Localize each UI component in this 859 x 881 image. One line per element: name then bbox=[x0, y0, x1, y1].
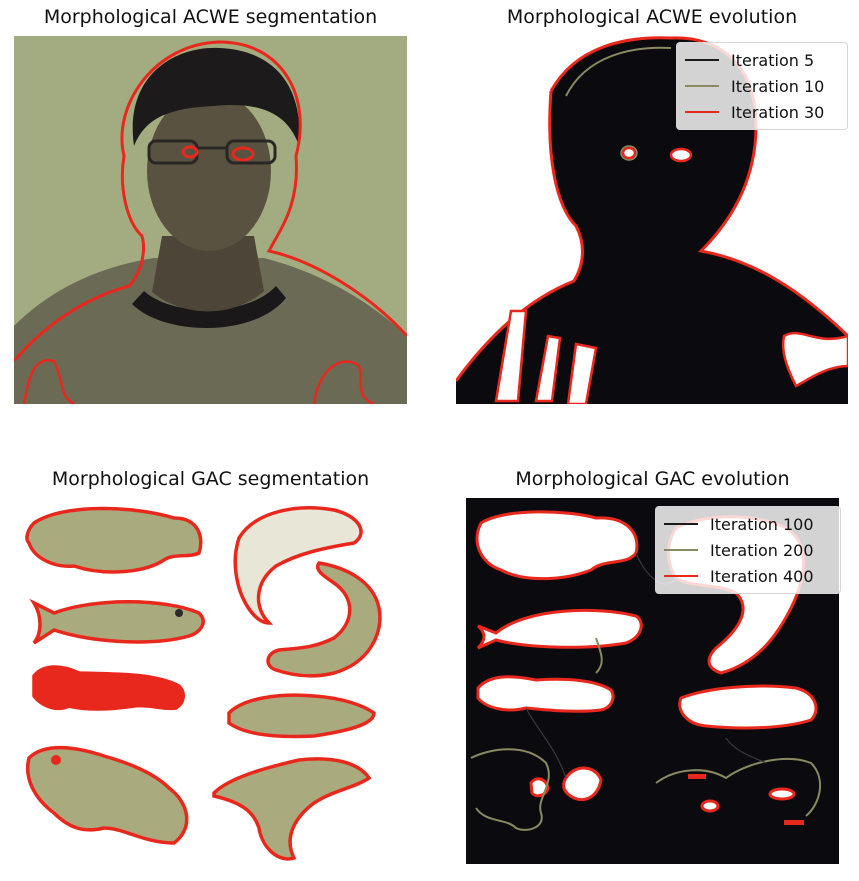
gac-fragment bbox=[784, 820, 804, 825]
legend-label: Iteration 100 bbox=[710, 514, 814, 534]
acwe-contour bbox=[14, 40, 407, 362]
fish-4 bbox=[26, 745, 189, 845]
legend-swatch bbox=[664, 575, 698, 577]
legend-swatch bbox=[685, 111, 719, 113]
fish-1 bbox=[25, 506, 203, 574]
acwe-evolution-legend: Iteration 5 Iteration 10 Iteration 30 bbox=[676, 42, 848, 130]
gac-fragment bbox=[688, 774, 706, 779]
fish-eye bbox=[51, 755, 61, 765]
legend-swatch bbox=[685, 85, 719, 87]
gac-segmentation-title: Morphological GAC segmentation bbox=[51, 468, 370, 490]
legend-swatch bbox=[685, 59, 719, 61]
legend-entry: Iteration 10 bbox=[685, 73, 839, 99]
fish-eye bbox=[175, 609, 183, 617]
gac-iteration-200-contour bbox=[470, 637, 822, 831]
legend-entry: Iteration 200 bbox=[664, 537, 832, 563]
legend-entry: Iteration 400 bbox=[664, 563, 832, 589]
gac-region-6 bbox=[562, 766, 603, 802]
gac-evolution-legend: Iteration 100 Iteration 200 Iteration 40… bbox=[655, 506, 841, 594]
collar bbox=[132, 286, 286, 329]
gac-fragment bbox=[700, 799, 720, 813]
hair bbox=[132, 47, 300, 146]
white-shirt-streak-3 bbox=[566, 342, 598, 404]
gac-region-3 bbox=[476, 608, 643, 650]
acwe-iteration-10-contour bbox=[565, 46, 672, 97]
legend-entry: Iteration 100 bbox=[664, 511, 832, 537]
acwe-contour-shirt-right bbox=[312, 360, 375, 404]
eye-contour-right bbox=[231, 146, 255, 162]
white-shirt-streak-1 bbox=[494, 309, 528, 403]
fish-5 bbox=[233, 506, 363, 625]
legend-swatch bbox=[664, 523, 698, 525]
gac-fragment bbox=[768, 787, 796, 801]
face bbox=[147, 91, 271, 251]
fish-3 bbox=[32, 665, 185, 711]
white-shirt-right bbox=[781, 331, 848, 388]
fish-7 bbox=[227, 693, 376, 739]
white-shirt-streak-2 bbox=[534, 334, 562, 403]
fish-2 bbox=[29, 598, 205, 645]
acwe-segmentation-image bbox=[14, 36, 407, 404]
legend-label: Iteration 30 bbox=[731, 102, 825, 122]
gac-region-4 bbox=[476, 675, 615, 713]
legend-label: Iteration 400 bbox=[710, 566, 814, 586]
fish-8 bbox=[212, 757, 372, 861]
acwe-segmentation-title: Morphological ACWE segmentation bbox=[43, 6, 378, 28]
gac-segmentation-image bbox=[14, 498, 407, 868]
legend-label: Iteration 5 bbox=[731, 50, 815, 70]
legend-label: Iteration 200 bbox=[710, 540, 814, 560]
shirt bbox=[14, 258, 407, 404]
legend-entry: Iteration 30 bbox=[685, 99, 839, 125]
legend-swatch bbox=[664, 549, 698, 551]
gac-region-5 bbox=[678, 684, 818, 730]
neck bbox=[152, 236, 264, 312]
gac-region-1 bbox=[475, 510, 639, 581]
legend-entry: Iteration 5 bbox=[685, 47, 839, 73]
iteration-10-eye-left bbox=[620, 145, 638, 161]
gac-evolution-title: Morphological GAC evolution bbox=[515, 468, 790, 490]
fish-6 bbox=[266, 561, 382, 678]
acwe-contour-shirt-left bbox=[22, 358, 75, 404]
legend-label: Iteration 10 bbox=[731, 76, 825, 96]
eye-region-right bbox=[669, 147, 693, 163]
eye-region-left bbox=[621, 146, 637, 160]
eye-contour-left bbox=[181, 145, 199, 159]
acwe-evolution-title: Morphological ACWE evolution bbox=[506, 6, 798, 28]
